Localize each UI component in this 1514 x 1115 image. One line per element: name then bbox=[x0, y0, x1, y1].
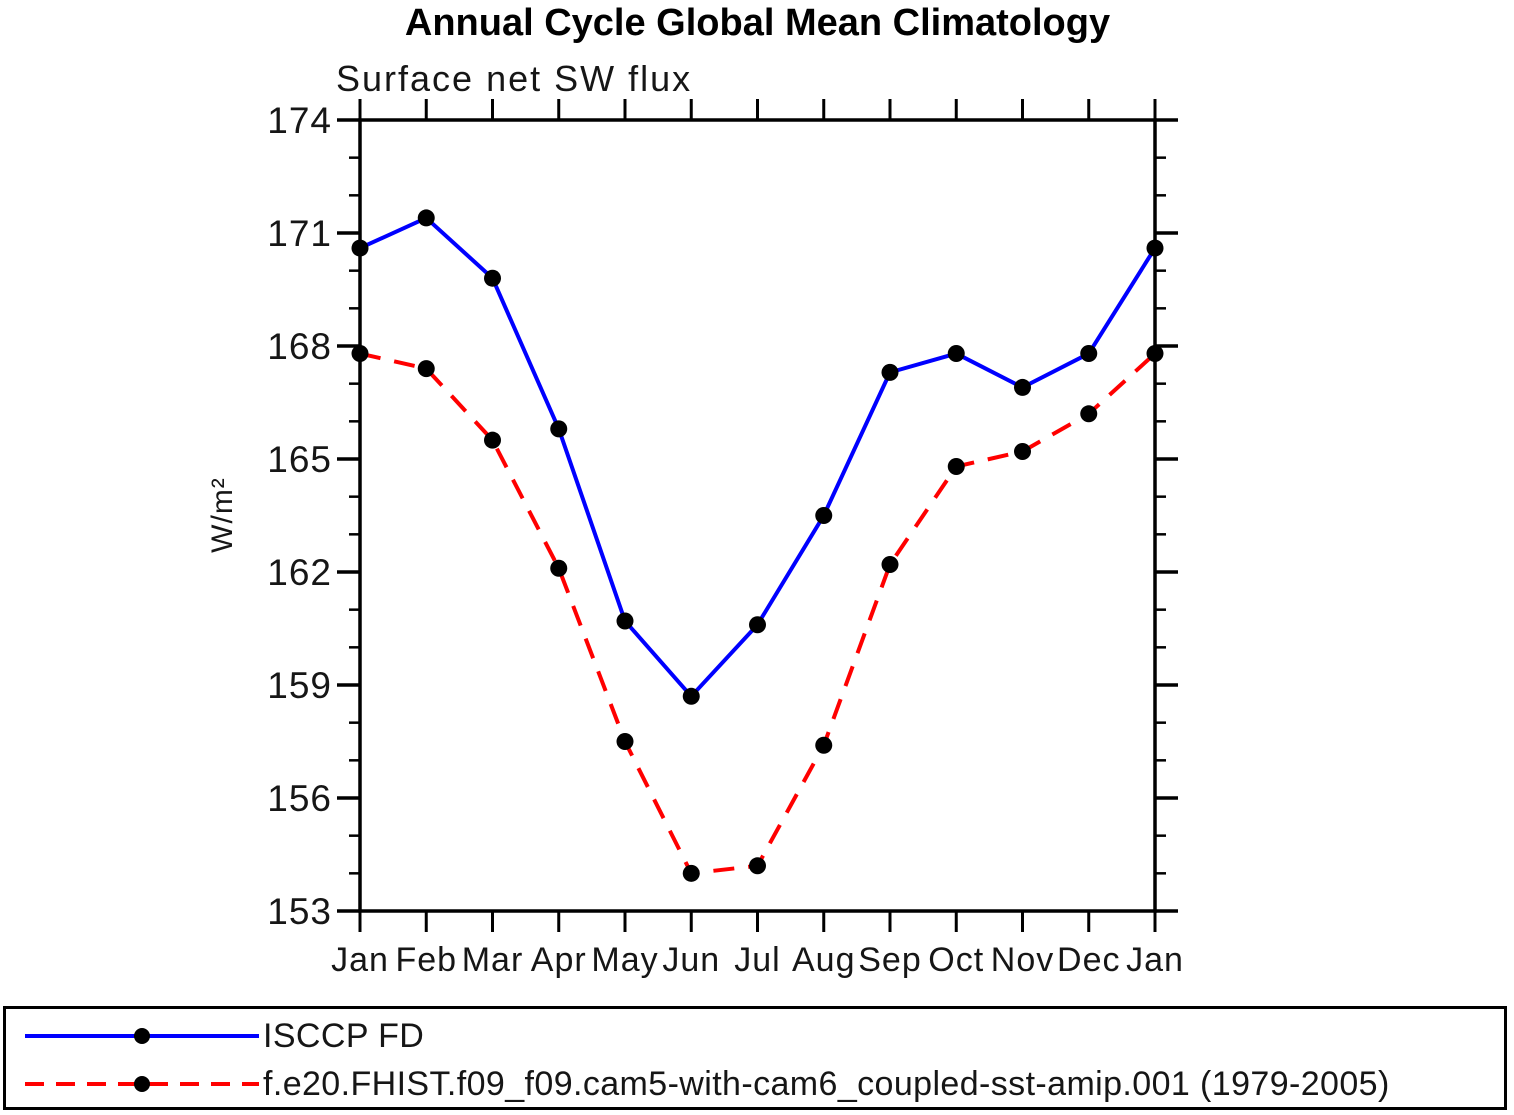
legend-item: f.e20.FHIST.f09_f09.cam5-with-cam6_coupl… bbox=[6, 1060, 1504, 1108]
legend-line-sample bbox=[25, 1076, 259, 1092]
data-point-marker bbox=[947, 458, 965, 476]
data-point-marker bbox=[351, 239, 369, 257]
y-tick-label: 168 bbox=[267, 326, 332, 367]
data-point-marker bbox=[682, 687, 700, 705]
x-tick-label: Jan bbox=[331, 941, 389, 979]
y-tick-label: 174 bbox=[267, 100, 332, 141]
data-point-marker bbox=[484, 431, 501, 449]
data-point-marker bbox=[815, 507, 833, 524]
y-tick-label: 156 bbox=[267, 778, 332, 819]
x-tick-label: Nov bbox=[991, 941, 1054, 979]
data-point-marker bbox=[749, 616, 766, 634]
x-tick-label: Aug bbox=[792, 941, 856, 979]
y-tick-label: 165 bbox=[267, 439, 332, 480]
data-point-marker bbox=[881, 363, 899, 381]
data-point-marker bbox=[749, 857, 766, 875]
data-point-marker bbox=[1080, 405, 1098, 423]
data-point-marker bbox=[881, 555, 899, 573]
x-tick-label: Jun bbox=[662, 941, 720, 979]
legend-line-sample bbox=[25, 1028, 259, 1044]
x-tick-label: May bbox=[591, 941, 658, 979]
data-point-marker bbox=[815, 736, 833, 754]
y-tick-label: 159 bbox=[267, 665, 332, 706]
data-point-marker bbox=[616, 733, 634, 750]
legend-sample-marker bbox=[134, 1076, 150, 1092]
data-point-marker bbox=[484, 269, 501, 287]
x-tick-label: Sep bbox=[858, 941, 922, 979]
x-tick-label: Jan bbox=[1126, 941, 1184, 979]
data-point-marker bbox=[682, 864, 700, 882]
plot-frame bbox=[358, 118, 1157, 913]
data-point-marker bbox=[550, 420, 568, 438]
data-point-marker bbox=[417, 360, 435, 378]
chart-subtitle: Surface net SW flux bbox=[336, 58, 693, 99]
data-point-marker bbox=[616, 612, 634, 630]
y-tick-label: 171 bbox=[267, 213, 332, 254]
x-tick-label: Dec bbox=[1057, 941, 1120, 979]
legend-label: ISCCP FD bbox=[263, 1016, 425, 1055]
data-point-marker bbox=[1080, 345, 1098, 363]
series-line bbox=[359, 351, 1157, 876]
data-point-marker bbox=[1146, 345, 1164, 363]
legend-item: ISCCP FD bbox=[6, 1012, 1504, 1060]
data-point-marker bbox=[550, 559, 568, 577]
x-tick-label: Oct bbox=[928, 941, 984, 979]
legend-box: ISCCP FD f.e20.FHIST.f09_f09.cam5-with-c… bbox=[3, 1006, 1507, 1110]
data-point-marker bbox=[1014, 442, 1031, 460]
data-point-marker bbox=[947, 345, 965, 363]
x-tick-label: Apr bbox=[531, 941, 587, 979]
x-tick-label: Feb bbox=[395, 941, 457, 979]
legend-sample-marker bbox=[134, 1028, 150, 1044]
data-point-marker bbox=[351, 345, 369, 363]
data-point-marker bbox=[1146, 239, 1164, 257]
x-tick-label: Jul bbox=[734, 941, 780, 979]
data-point-marker bbox=[1014, 378, 1031, 396]
data-point-marker bbox=[417, 209, 435, 227]
chart-title: Annual Cycle Global Mean Climatology bbox=[404, 2, 1111, 44]
x-tick-label: Mar bbox=[462, 941, 524, 979]
legend-label: f.e20.FHIST.f09_f09.cam5-with-cam6_coupl… bbox=[263, 1064, 1390, 1103]
y-tick-label: 153 bbox=[267, 891, 332, 932]
y-tick-label: 162 bbox=[267, 552, 332, 593]
